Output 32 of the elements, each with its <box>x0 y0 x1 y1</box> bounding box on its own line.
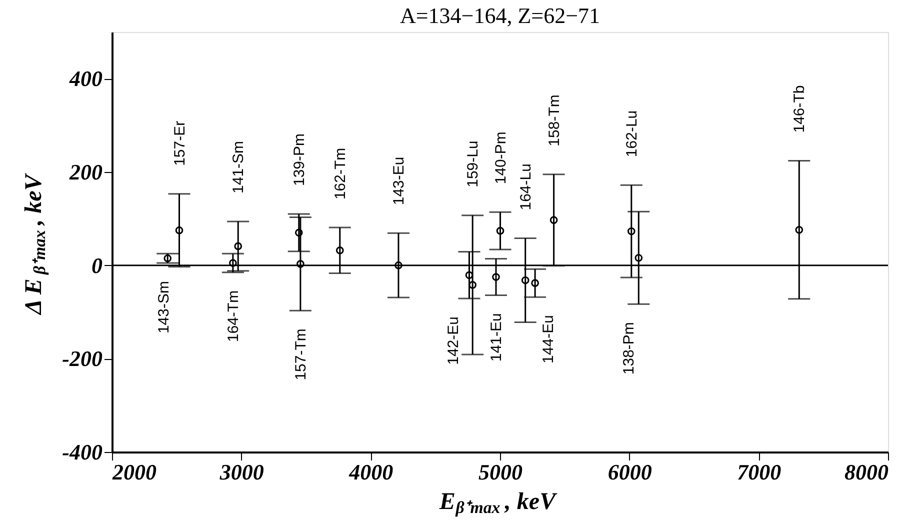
annotation: 144-Eu <box>540 315 558 364</box>
annotation: 143-Sm <box>156 281 173 334</box>
y-tick-label: -200 <box>62 346 102 372</box>
y-tick-label: 400 <box>68 66 102 92</box>
annotation: 164-Tm <box>224 290 242 342</box>
x-tick-label: 8000 <box>844 460 888 484</box>
annotation: 159-Lu <box>464 140 482 188</box>
chart-title: A=134−164, Z=62−71 <box>400 3 600 28</box>
x-tick-label: 5000 <box>478 460 522 484</box>
x-tick-label: 7000 <box>737 460 782 484</box>
y-tick-label: -400 <box>62 440 102 464</box>
annotation: 162-Tm <box>332 148 349 200</box>
annotation: 138-Pm <box>620 322 638 375</box>
y-tick-label: 0 <box>92 252 102 278</box>
annotation: 140-Pm <box>492 132 510 184</box>
annotation: 158-Tm <box>546 94 563 146</box>
annotation: 157-Tm <box>292 328 310 380</box>
x-tick-label: 2000 <box>112 460 156 484</box>
annotation: 157-Er <box>171 120 188 166</box>
annotation: 139-Pm <box>290 133 308 186</box>
annotation: 141-Sm <box>230 140 248 194</box>
annotation: 164-Lu <box>517 164 534 210</box>
annotation: 141-Eu <box>488 313 505 362</box>
annotation: 143-Eu <box>390 156 408 206</box>
x-tick-label: 3000 <box>218 460 264 484</box>
annotation: 146-Tb <box>791 85 808 133</box>
y-tick-label: 200 <box>68 160 102 184</box>
annotation: 142-Eu <box>445 316 462 365</box>
x-tick-label: 4000 <box>348 460 394 484</box>
x-tick-label: 6000 <box>608 460 652 484</box>
y-axis-title: Δ Eβ⁺max, keV <box>21 172 49 316</box>
annotation: 162-Lu <box>623 110 640 158</box>
